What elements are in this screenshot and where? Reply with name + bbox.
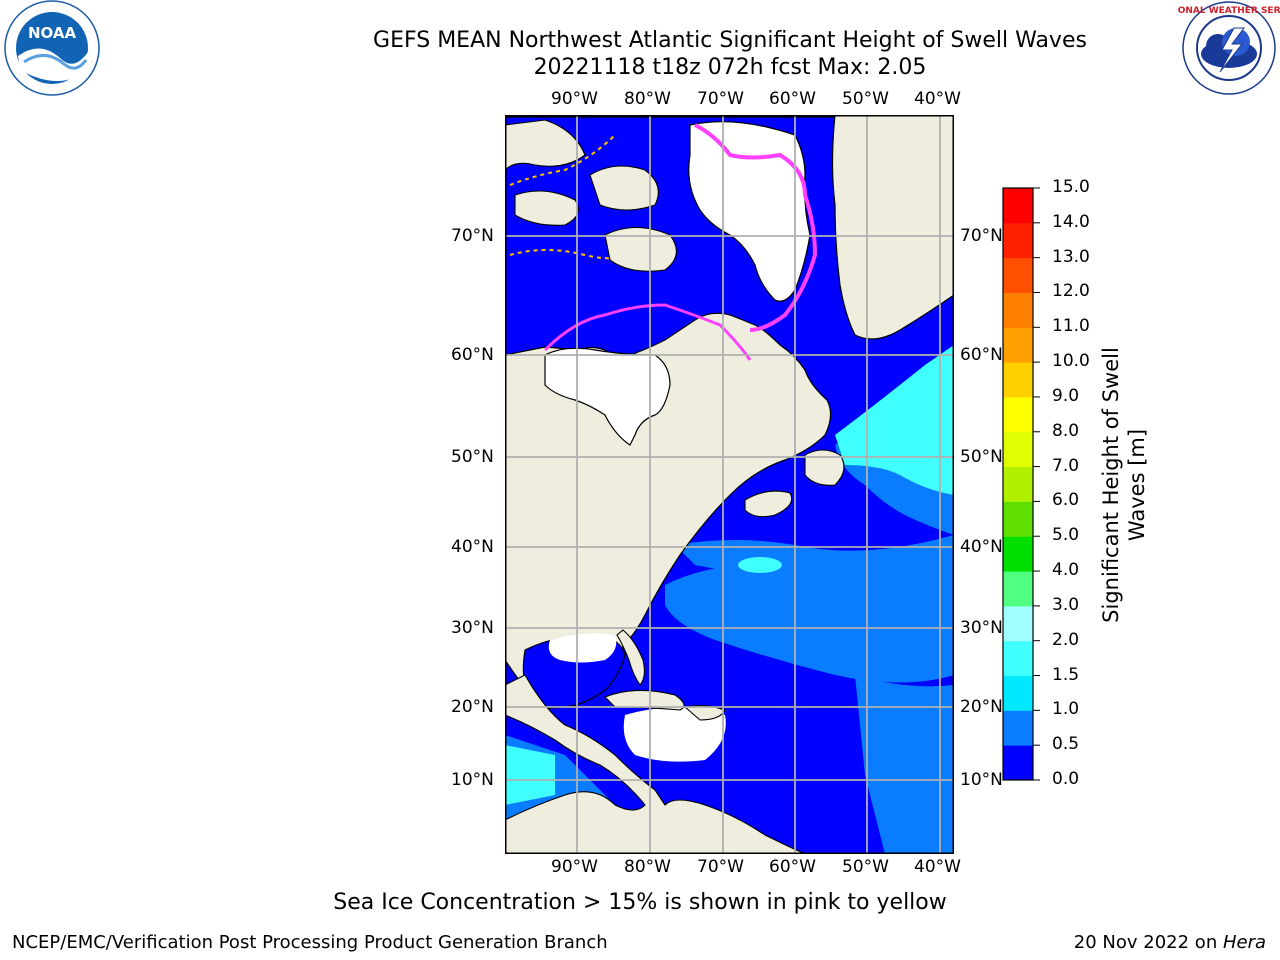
colorbar-tick-label: 5.0 xyxy=(1052,525,1080,546)
land-central-america xyxy=(505,674,954,854)
colorbar-tick-label: 10.0 xyxy=(1052,351,1090,372)
land-newfoundland xyxy=(804,449,845,486)
colorbar-label-line1: Significant Height of Swell xyxy=(1099,347,1123,623)
lat-label-left-20n: 20°N xyxy=(451,697,494,717)
lat-label-right-10n: 10°N xyxy=(960,770,1003,790)
graticule xyxy=(505,115,954,854)
colorbar-tick-label: 7.0 xyxy=(1052,455,1080,476)
lat-label-left-30n: 30°N xyxy=(451,618,494,638)
colorbar-tick-label: 11.0 xyxy=(1052,316,1090,337)
lon-label-top-50w: 50°W xyxy=(842,89,889,109)
footer-date-text: 20 Nov 2022 on xyxy=(1073,932,1223,953)
lon-label-top-60w: 60°W xyxy=(769,89,816,109)
lat-label-right-50n: 50°N xyxy=(960,447,1003,467)
sea-ice-note: Sea Ice Concentration > 15% is shown in … xyxy=(333,890,947,915)
swell-band-pacific-cyan xyxy=(505,745,555,805)
colorbar-segment xyxy=(1003,257,1033,293)
lat-label-left-60n: 60°N xyxy=(451,345,494,365)
colorbar-segment xyxy=(1003,640,1033,677)
colorbar-tick-label: 6.0 xyxy=(1052,490,1080,511)
colorbar xyxy=(1002,187,1040,781)
colorbar-segment xyxy=(1003,222,1033,259)
nws-logo-text: NATIONAL WEATHER SERVICE xyxy=(1178,6,1280,16)
sea-ice-edge-yellow xyxy=(509,134,656,260)
noaa-logo-text: NOAA xyxy=(28,24,77,42)
lon-label-top-70w: 70°W xyxy=(697,89,744,109)
colorbar-tick-label: 12.0 xyxy=(1052,281,1090,302)
colorbar-label: Significant Height of Swell Waves [m] xyxy=(1098,325,1158,645)
colorbar-tick-label: 0.5 xyxy=(1052,734,1080,755)
colorbar-tick-label: 2.0 xyxy=(1052,629,1080,650)
colorbar-segment xyxy=(1003,327,1033,363)
lon-label-bottom-70w: 70°W xyxy=(697,857,744,877)
colorbar-segment xyxy=(1003,605,1033,642)
colorbar-tick-label: 13.0 xyxy=(1052,246,1090,267)
map-panel xyxy=(505,115,954,854)
land-florida xyxy=(616,629,646,686)
land-hispaniola xyxy=(683,704,726,721)
lon-label-bottom-90w: 90°W xyxy=(551,857,598,877)
colorbar-segment xyxy=(1003,745,1033,781)
land-greenland-east xyxy=(831,115,954,340)
colorbar-segment xyxy=(1003,292,1033,328)
lon-label-top-90w: 90°W xyxy=(551,89,598,109)
swell-band-mid xyxy=(665,561,954,683)
colorbar-segment xyxy=(1003,188,1033,224)
nws-logo: NATIONAL WEATHER SERVICE xyxy=(1178,1,1280,95)
colorbar-tick-label: 15.0 xyxy=(1052,177,1090,197)
chart-title: GEFS MEAN Northwest Atlantic Significant… xyxy=(373,28,1087,53)
lon-label-bottom-50w: 50°W xyxy=(842,857,889,877)
colorbar-segment xyxy=(1003,431,1033,468)
gulf-white xyxy=(548,633,617,663)
colorbar-tick-label: 14.0 xyxy=(1052,211,1090,232)
footer-credit: NCEP/EMC/Verification Post Processing Pr… xyxy=(12,932,608,953)
colorbar-frame xyxy=(1002,187,1034,781)
lat-label-right-60n: 60°N xyxy=(960,345,1003,365)
lat-label-right-40n: 40°N xyxy=(960,537,1003,557)
sea-ice-edge xyxy=(694,123,818,332)
noaa-logo: NOAA xyxy=(4,0,100,96)
lon-label-top-80w: 80°W xyxy=(624,89,671,109)
colorbar-tick-label: 3.0 xyxy=(1052,594,1080,615)
colorbar-segment xyxy=(1003,362,1033,398)
land-nova-scotia xyxy=(744,490,793,518)
colorbar-segment xyxy=(1003,536,1033,572)
lon-label-top-40w: 40°W xyxy=(914,89,961,109)
colorbar-segment xyxy=(1003,571,1033,607)
lat-label-left-10n: 10°N xyxy=(451,770,494,790)
colorbar-label-line2: Waves [m] xyxy=(1125,428,1149,542)
sea-ice-edge-2 xyxy=(543,303,752,361)
lat-label-left-50n: 50°N xyxy=(451,447,494,467)
land-greenland xyxy=(688,121,811,302)
swell-spot xyxy=(738,557,782,573)
colorbar-segment xyxy=(1003,675,1033,711)
lon-label-bottom-40w: 40°W xyxy=(914,857,961,877)
footer-host: Hera xyxy=(1222,932,1266,953)
colorbar-tick-label: 4.0 xyxy=(1052,560,1080,581)
lat-label-right-30n: 30°N xyxy=(960,618,1003,638)
lat-label-right-70n: 70°N xyxy=(960,226,1003,246)
colorbar-tick-label: 9.0 xyxy=(1052,385,1080,406)
chart-subtitle: 20221118 t18z 072h fcst Max: 2.05 xyxy=(533,55,927,80)
colorbar-segment xyxy=(1003,466,1033,502)
colorbar-segment xyxy=(1003,501,1033,537)
lon-label-bottom-80w: 80°W xyxy=(624,857,671,877)
lon-label-bottom-60w: 60°W xyxy=(769,857,816,877)
colorbar-tick-label: 1.0 xyxy=(1052,699,1080,720)
footer-date: 20 Nov 2022 on Hera xyxy=(1074,932,1266,953)
colorbar-segment xyxy=(1003,710,1033,746)
lat-label-left-40n: 40°N xyxy=(451,537,494,557)
map-frame xyxy=(505,115,954,854)
lat-label-left-70n: 70°N xyxy=(451,226,494,246)
colorbar-segment xyxy=(1003,396,1033,433)
colorbar-tick-label: 8.0 xyxy=(1052,420,1080,441)
colorbar-tick-label: 0.0 xyxy=(1052,769,1080,789)
swell-band-tropical xyxy=(855,675,954,854)
lat-label-right-20n: 20°N xyxy=(960,697,1003,717)
colorbar-tick-label: 1.5 xyxy=(1052,664,1080,685)
